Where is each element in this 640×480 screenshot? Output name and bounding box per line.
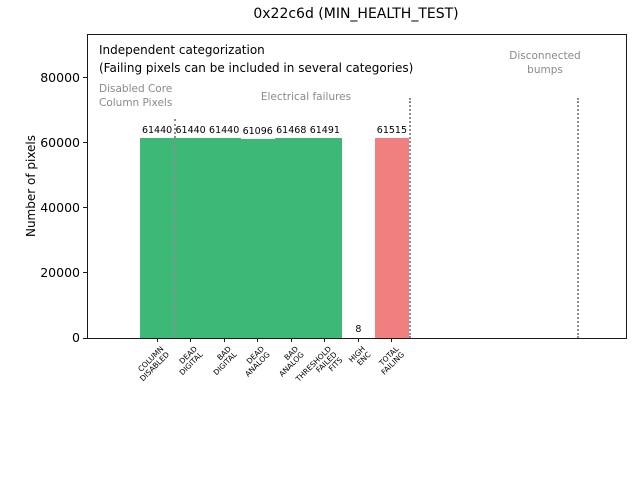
bar-dead-analog [240, 139, 275, 338]
x-tick [357, 338, 359, 342]
annotation-independent-categorization: Independent categorization [99, 43, 265, 57]
x-tick [190, 338, 192, 342]
y-tick-label: 0 [72, 330, 80, 345]
category-separator-line [408, 98, 411, 338]
x-tick-label: DEAD ANALOG [243, 344, 273, 379]
annotation-categories-note: (Failing pixels can be included in sever… [99, 61, 414, 75]
bar-value-label: 61515 [376, 124, 408, 136]
bar-total-failing [375, 138, 409, 338]
x-tick-label: BAD DIGITAL [211, 344, 239, 378]
bar-value-label: 61468 [276, 124, 307, 136]
bar-value-label: 61440 [209, 124, 240, 136]
x-tick-label: TOTAL FAILING [377, 344, 407, 377]
bar-value-label: 61491 [309, 124, 340, 136]
bar-bad-analog [274, 138, 309, 338]
region-label-line: Disconnected [509, 50, 581, 62]
x-tick-label: HIGH ENC [347, 344, 373, 368]
x-tick [391, 338, 393, 342]
y-tick-label: 40000 [40, 199, 80, 215]
chart-title: 0x22c6d (MIN_HEALTH_TEST) [253, 6, 459, 22]
region-label-disabled-core: Disabled Core Column Pixels [99, 83, 172, 110]
x-tick [156, 338, 158, 342]
category-separator-line [576, 98, 579, 338]
y-tick-label: 80000 [40, 69, 80, 85]
region-label-line: bumps [527, 63, 563, 76]
bar-value-label: 8 [355, 324, 362, 336]
x-tick-label: COLUMN DISABLED [136, 344, 172, 384]
region-label-line: Column Pixels [99, 96, 173, 109]
y-tick [83, 142, 87, 144]
x-tick [223, 338, 225, 342]
plot-area: Independent categorization (Failing pixe… [40, 34, 627, 383]
y-axis-label: Number of pixels [24, 134, 38, 238]
bar-column-disabled [140, 138, 174, 338]
region-label-line: Disabled Core [99, 83, 173, 95]
y-tick [83, 337, 87, 339]
y-tick [83, 272, 87, 274]
bar-value-label: 61096 [242, 125, 273, 137]
y-tick [83, 207, 87, 209]
category-separator-line [173, 119, 176, 338]
y-tick-label: 20000 [40, 264, 80, 280]
y-tick [83, 77, 87, 79]
bar-threshold-failed-fits [308, 138, 342, 338]
bar-value-label: 61440 [175, 124, 206, 136]
region-label-electrical-failures: Electrical failures [260, 91, 352, 103]
bar-dead-digital [173, 138, 208, 338]
bar-bad-digital [207, 138, 241, 338]
y-tick-label: 60000 [40, 134, 80, 150]
region-label-disconnected-bumps: Disconnected bumps [495, 50, 595, 77]
x-tick [324, 338, 326, 342]
x-tick-label: DEAD DIGITAL [177, 344, 205, 378]
x-tick [290, 338, 292, 342]
x-tick [257, 338, 259, 342]
bar-value-label: 61440 [141, 124, 173, 136]
